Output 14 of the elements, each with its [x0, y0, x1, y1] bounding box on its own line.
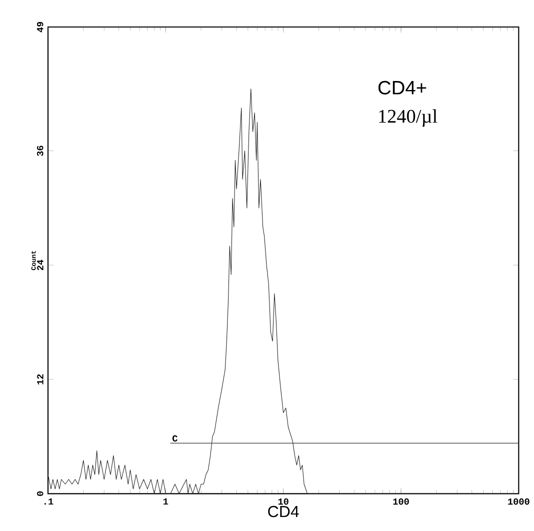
y-tick-label: 24 [37, 260, 44, 270]
y-tick-label: 49 [36, 22, 44, 32]
annotation: CD4+ [378, 80, 426, 94]
annotation: 1240/µl [379, 109, 438, 127]
annotation: C [172, 435, 178, 442]
x-axis-title: CD4 [268, 506, 299, 518]
x-tick-label: .1 [44, 498, 54, 505]
y-tick-label: 36 [36, 146, 44, 156]
x-tick-label: 1 [163, 498, 168, 505]
x-tick-label: 1000 [508, 498, 530, 505]
x-tick-label: 100 [393, 498, 409, 505]
y-tick-label: 12 [37, 374, 44, 384]
x-tick-label: 10 [278, 498, 288, 505]
y-tick-label: 0 [36, 491, 44, 496]
